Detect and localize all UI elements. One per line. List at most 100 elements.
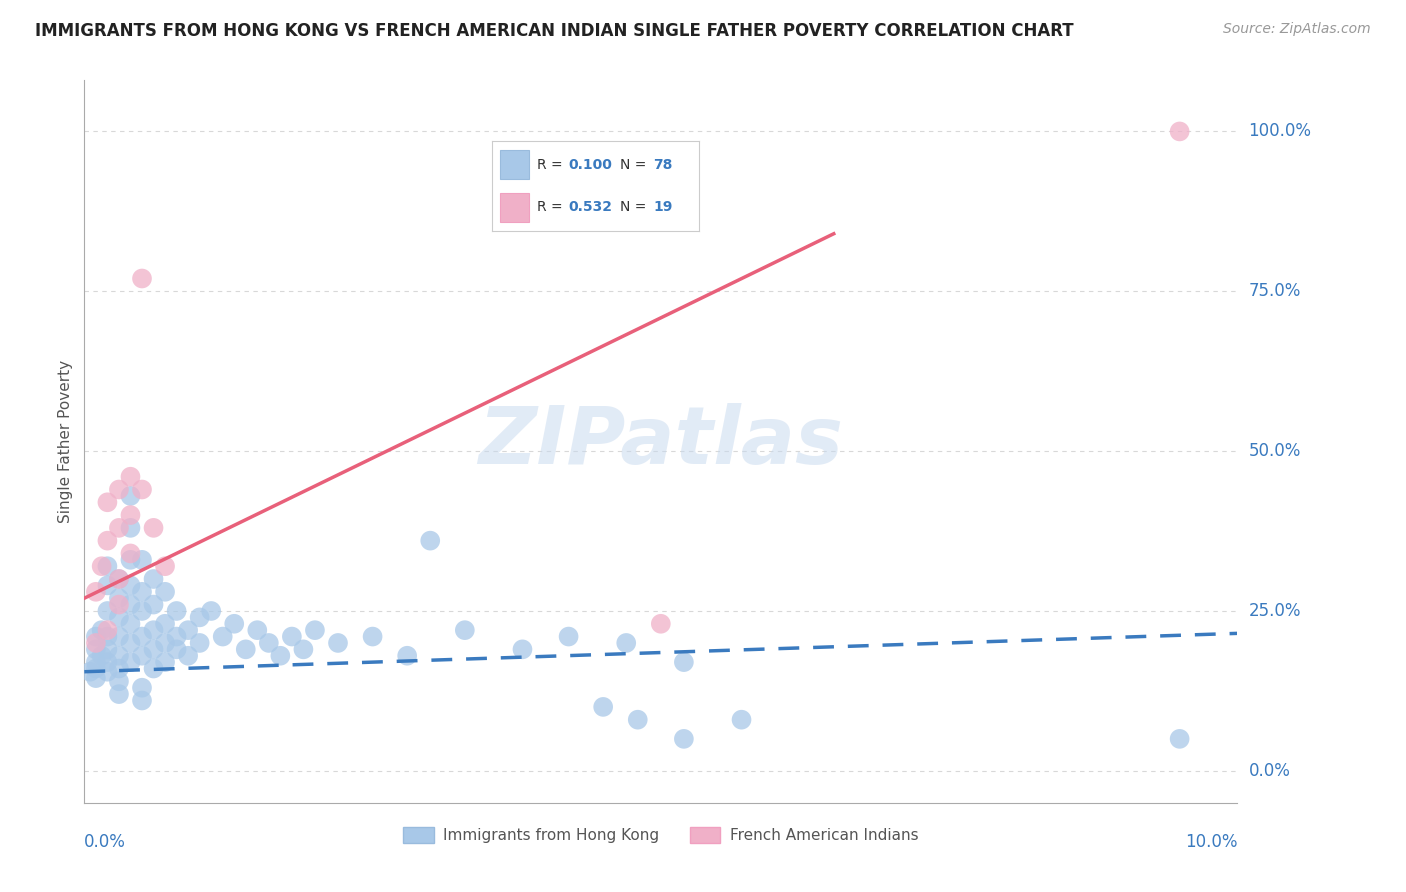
Point — [96, 642, 118, 657]
Point — [650, 616, 672, 631]
Point — [592, 699, 614, 714]
Point — [120, 521, 142, 535]
Point — [512, 642, 534, 657]
Point — [108, 598, 131, 612]
Text: 75.0%: 75.0% — [1249, 282, 1301, 301]
Point — [614, 636, 637, 650]
Text: ZIPatlas: ZIPatlas — [478, 402, 844, 481]
Point — [108, 591, 131, 606]
Point — [142, 642, 165, 657]
Point — [96, 604, 118, 618]
Text: 0.0%: 0.0% — [1249, 762, 1291, 780]
Point — [557, 630, 579, 644]
Point — [131, 648, 153, 663]
Point — [120, 553, 142, 567]
Point — [84, 636, 107, 650]
Point — [153, 584, 176, 599]
Point — [96, 495, 118, 509]
Point — [108, 572, 131, 586]
Point — [120, 598, 142, 612]
Point — [627, 713, 650, 727]
Point — [84, 630, 107, 644]
Text: 10.0%: 10.0% — [1185, 833, 1237, 851]
Text: 25.0%: 25.0% — [1249, 602, 1301, 620]
Point — [108, 648, 131, 663]
Point — [672, 655, 695, 669]
Point — [108, 483, 131, 497]
Text: R =: R = — [537, 201, 567, 214]
Point — [166, 642, 188, 657]
Point — [90, 648, 112, 663]
Point — [142, 521, 165, 535]
Point — [131, 483, 153, 497]
Point — [153, 655, 176, 669]
Point — [211, 630, 233, 644]
Point — [96, 665, 118, 679]
Point — [96, 655, 118, 669]
Y-axis label: Single Father Poverty: Single Father Poverty — [58, 360, 73, 523]
Point — [396, 648, 419, 663]
Point — [131, 681, 153, 695]
Point — [120, 508, 142, 522]
Point — [108, 661, 131, 675]
Point — [177, 648, 200, 663]
Point — [153, 559, 176, 574]
Text: IMMIGRANTS FROM HONG KONG VS FRENCH AMERICAN INDIAN SINGLE FATHER POVERTY CORREL: IMMIGRANTS FROM HONG KONG VS FRENCH AMER… — [35, 22, 1074, 40]
Point — [79, 665, 101, 679]
Text: 19: 19 — [654, 201, 672, 214]
Point — [188, 610, 211, 624]
Point — [361, 630, 384, 644]
Text: 0.532: 0.532 — [568, 201, 613, 214]
Point — [188, 636, 211, 650]
Text: Source: ZipAtlas.com: Source: ZipAtlas.com — [1223, 22, 1371, 37]
Point — [235, 642, 257, 657]
Point — [108, 610, 131, 624]
Point — [142, 598, 165, 612]
Point — [177, 623, 200, 637]
Point — [120, 489, 142, 503]
Point — [90, 623, 112, 637]
Point — [120, 578, 142, 592]
Point — [142, 623, 165, 637]
Point — [1168, 731, 1191, 746]
Point — [281, 630, 304, 644]
Point — [292, 642, 315, 657]
Point — [131, 584, 153, 599]
Point — [1168, 124, 1191, 138]
Text: R =: R = — [537, 158, 567, 171]
Point — [153, 616, 176, 631]
Point — [84, 642, 107, 657]
Point — [131, 604, 153, 618]
Point — [108, 687, 131, 701]
Point — [96, 630, 118, 644]
Point — [120, 655, 142, 669]
Point — [108, 630, 131, 644]
Point — [153, 636, 176, 650]
Point — [120, 469, 142, 483]
Point — [108, 521, 131, 535]
Bar — [501, 151, 529, 179]
Bar — [501, 194, 529, 222]
Point — [131, 693, 153, 707]
Point — [84, 671, 107, 685]
Point — [84, 655, 107, 669]
Point — [131, 271, 153, 285]
Point — [84, 584, 107, 599]
Point — [131, 630, 153, 644]
Point — [730, 713, 752, 727]
Point — [96, 578, 118, 592]
Point — [454, 623, 477, 637]
Point — [672, 731, 695, 746]
Text: N =: N = — [620, 201, 651, 214]
Point — [246, 623, 269, 637]
Point — [269, 648, 291, 663]
Point — [84, 661, 107, 675]
Text: 78: 78 — [654, 158, 672, 171]
Point — [120, 616, 142, 631]
Point — [108, 572, 131, 586]
Point — [120, 636, 142, 650]
Point — [419, 533, 441, 548]
Point — [96, 559, 118, 574]
Point — [257, 636, 280, 650]
Text: 0.100: 0.100 — [568, 158, 612, 171]
